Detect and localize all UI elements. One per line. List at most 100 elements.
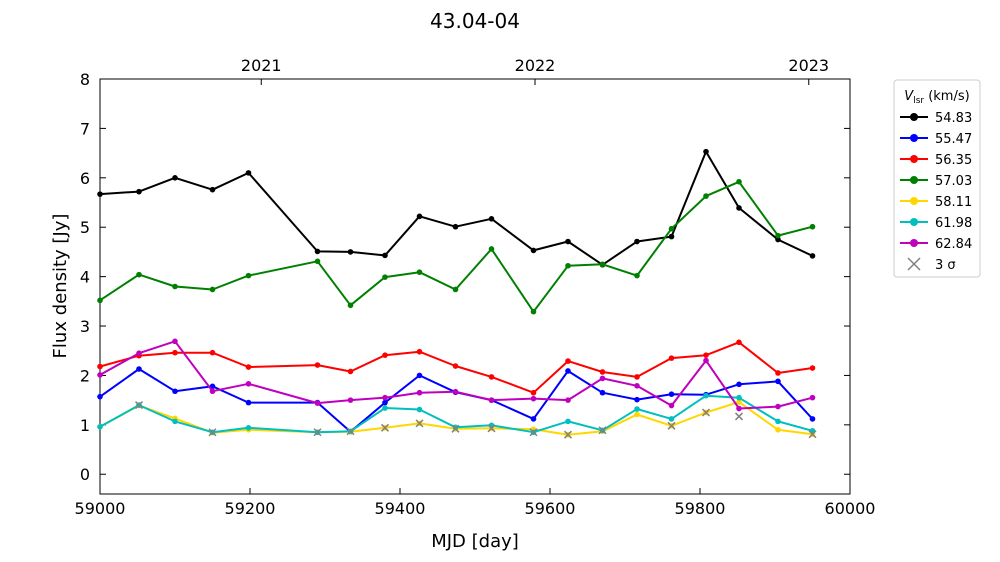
data-point <box>172 283 178 290</box>
upper-limit-marker <box>134 401 144 410</box>
data-point <box>136 188 142 195</box>
marker-stroke <box>380 423 390 432</box>
data-point <box>703 193 709 199</box>
data-point <box>245 272 252 279</box>
data-point <box>245 381 252 387</box>
y-tick-label: 3 <box>80 317 90 336</box>
data-point <box>565 358 571 364</box>
data-point <box>565 262 571 269</box>
data-point <box>209 388 216 395</box>
data-point <box>245 364 252 370</box>
data-point <box>172 349 178 356</box>
upper-limit-marker <box>208 428 217 437</box>
data-point <box>488 216 495 222</box>
data-point <box>382 405 388 411</box>
data-point <box>775 418 781 425</box>
data-point <box>634 272 640 279</box>
data-point <box>416 269 423 275</box>
marker-stroke <box>667 421 676 430</box>
data-point <box>172 175 178 181</box>
data-point <box>382 394 388 401</box>
marker-stroke <box>487 424 496 433</box>
data-point <box>382 352 388 358</box>
upper-limit-marker <box>415 419 424 428</box>
marker-stroke <box>451 424 460 433</box>
legend-marker <box>910 239 918 247</box>
series-line <box>99 180 813 313</box>
data-point <box>382 252 388 259</box>
data-point <box>452 388 459 395</box>
series-55.47 <box>97 366 816 435</box>
upper-limit-marker <box>701 408 711 417</box>
data-point <box>703 392 709 399</box>
upper-limit-marker <box>598 426 607 435</box>
data-point <box>347 249 354 255</box>
series-line <box>99 150 813 266</box>
series-line <box>99 340 813 410</box>
upper-limit-marker <box>563 430 573 439</box>
data-point <box>668 391 675 398</box>
data-point <box>736 339 742 346</box>
marker-stroke <box>208 428 217 437</box>
legend-label: 58.11 <box>935 195 972 210</box>
data-point <box>634 411 640 418</box>
series-58.11 <box>97 399 816 438</box>
y-tick-label: 2 <box>80 366 90 385</box>
data-point <box>488 374 495 380</box>
legend-entry: 54.83 <box>900 111 972 126</box>
legend-label: 55.47 <box>935 132 972 147</box>
marker-stroke <box>563 430 573 439</box>
upper-limit-marker <box>667 421 676 430</box>
marker-stroke <box>808 430 817 439</box>
data-point <box>452 363 459 369</box>
data-point <box>775 232 781 239</box>
marker-stroke <box>415 419 424 428</box>
data-point <box>416 389 423 396</box>
data-point <box>703 357 709 364</box>
upper-limit-marker <box>346 427 355 436</box>
legend-entry: 57.03 <box>900 174 972 189</box>
data-point <box>97 297 103 304</box>
data-point <box>809 253 816 259</box>
data-point <box>452 424 459 431</box>
y-tick-label: 4 <box>80 268 90 287</box>
marker-stroke <box>346 427 355 436</box>
x-tick-label: 59200 <box>225 499 276 518</box>
legend-marker-stroke <box>907 257 921 271</box>
series-54.83 <box>97 148 816 268</box>
data-point <box>97 372 103 378</box>
data-point <box>736 381 742 388</box>
legend-marker <box>910 113 918 121</box>
data-point <box>736 405 742 412</box>
data-point <box>599 369 606 375</box>
data-point <box>209 186 216 193</box>
data-point <box>634 383 640 389</box>
series-62.84 <box>97 338 816 412</box>
data-point <box>775 378 781 385</box>
marker-stroke <box>701 408 711 417</box>
marker-stroke <box>598 426 607 435</box>
data-point <box>530 395 537 402</box>
data-point <box>703 148 709 155</box>
data-point <box>382 399 388 406</box>
upper-limit-marker <box>451 424 460 433</box>
upper-limit-marker <box>529 428 538 437</box>
plot-frame <box>99 78 851 495</box>
upper-limit-markers <box>134 401 817 439</box>
data-point <box>416 348 423 355</box>
data-point <box>599 389 606 396</box>
legend-marker <box>910 218 918 226</box>
legend-marker <box>910 176 918 184</box>
top-tick-label: 2023 <box>788 56 829 75</box>
legend-marker <box>910 197 918 205</box>
data-point <box>775 403 781 410</box>
x-axis-label: MJD [day] <box>431 531 519 552</box>
x-tick-label: 59400 <box>375 499 426 518</box>
upper-limit-marker <box>380 423 390 432</box>
chart-title: 43.04-04 <box>430 9 520 33</box>
top-tick-label: 2021 <box>241 56 282 75</box>
y-tick-label: 5 <box>80 218 90 237</box>
data-point <box>530 389 537 396</box>
data-point <box>668 355 675 361</box>
data-point <box>209 349 216 356</box>
